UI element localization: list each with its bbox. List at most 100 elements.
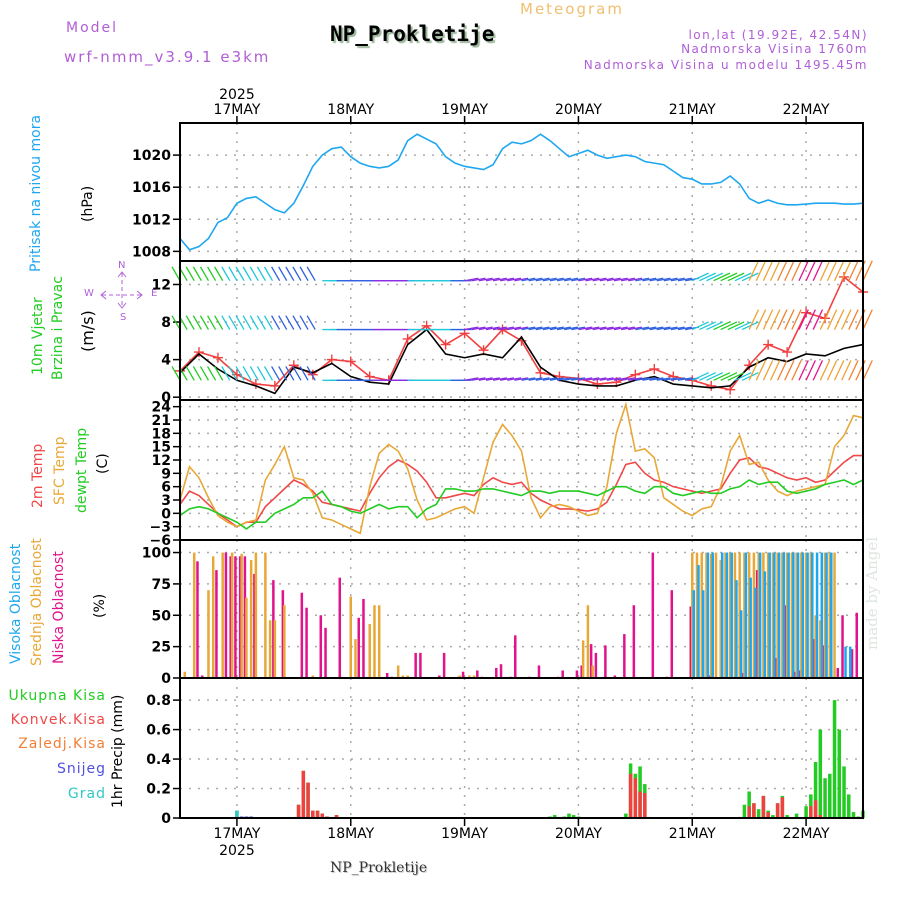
wind-barb-arrow bbox=[656, 326, 671, 331]
cloud-bar bbox=[200, 675, 204, 678]
wind-barb-arrow bbox=[720, 372, 738, 381]
cloud-bar bbox=[820, 552, 824, 678]
top-day-label: 22MAY bbox=[783, 102, 830, 118]
wind-barb-arrow bbox=[171, 266, 181, 282]
precipitation-bar bbox=[837, 729, 842, 818]
wind-barb-arrow bbox=[249, 366, 259, 381]
cloud-bar bbox=[362, 598, 365, 678]
wind-barb-arrow bbox=[464, 277, 479, 282]
precipitation-bar bbox=[847, 794, 851, 818]
wind-gust-marker bbox=[649, 364, 660, 375]
wind-barb-arrow bbox=[727, 272, 745, 282]
wind-barb-arrow bbox=[826, 360, 838, 381]
wind-barb-arrow bbox=[271, 315, 281, 330]
wind-barb-arrow bbox=[841, 260, 852, 281]
cloud-bar bbox=[806, 552, 809, 678]
cloud-bar bbox=[697, 565, 700, 678]
wind-gust-marker bbox=[801, 307, 812, 318]
wind-gust-marker bbox=[592, 379, 603, 390]
wind-barb-arrow bbox=[777, 360, 788, 381]
cloud-bar bbox=[623, 634, 626, 678]
wind-barb-arrow bbox=[670, 326, 685, 331]
cloud-bar bbox=[396, 665, 400, 678]
cloud-bar bbox=[741, 672, 745, 678]
compass-east: E bbox=[151, 288, 158, 299]
wind-barb-arrow bbox=[492, 326, 507, 331]
wind-barb-arrow bbox=[285, 315, 295, 330]
cloud-bar bbox=[354, 639, 357, 678]
wind-barb-arrow bbox=[221, 366, 231, 381]
wind-barb-arrow bbox=[606, 377, 621, 381]
cloud-ytick-label: 25 bbox=[152, 640, 171, 656]
wind-barb-arrow bbox=[278, 266, 288, 282]
wind-barb-arrow bbox=[214, 266, 224, 282]
wind-barb-arrow bbox=[713, 272, 731, 282]
cloud-bar bbox=[785, 552, 789, 678]
precipitation-bar bbox=[301, 770, 306, 818]
bottom-year-label: 2025 bbox=[219, 843, 255, 859]
wind-barb-arrow bbox=[507, 377, 522, 381]
wind-barb-arrow bbox=[535, 277, 550, 282]
cloud-bar bbox=[419, 652, 422, 678]
precip-legend-snow: Snijeg bbox=[56, 761, 106, 777]
wind-barb-arrow bbox=[706, 272, 724, 282]
wind-barb-arrow bbox=[228, 266, 238, 282]
precip-legend-convective: Konvek.Kisa bbox=[10, 712, 106, 728]
panel-precipitation: 0 0.2 0.4 0.6 0.8 bbox=[146, 677, 865, 827]
wind-barb-arrow bbox=[848, 309, 859, 330]
cloud-bar bbox=[830, 552, 833, 678]
wind-barb-arrow bbox=[862, 360, 873, 381]
wind-barb-arrow bbox=[514, 277, 529, 282]
cloud-bar bbox=[406, 675, 409, 678]
cloud-bar bbox=[215, 570, 218, 678]
bottom-day-label: 18MAY bbox=[327, 826, 374, 842]
cloud-bar bbox=[632, 605, 636, 678]
precipitation-bar bbox=[311, 810, 315, 818]
wind-barb-arrow bbox=[635, 326, 650, 331]
wind-barb-arrow bbox=[841, 360, 852, 381]
cloud-bar bbox=[850, 649, 854, 678]
cloud-bar bbox=[855, 612, 859, 678]
cloud-bar bbox=[604, 645, 607, 678]
wind-barb-arrow bbox=[727, 321, 745, 331]
wind-barb-arrow bbox=[578, 326, 593, 331]
wind-barb-arrow bbox=[699, 321, 716, 331]
cloud-bar bbox=[442, 652, 446, 678]
wind-barb-arrow bbox=[734, 372, 752, 381]
wind-barb-arrow bbox=[613, 326, 628, 331]
bottom-day-label: 22MAY bbox=[783, 826, 830, 842]
cloud-bar bbox=[701, 590, 705, 678]
wind-barb-arrow bbox=[263, 366, 274, 381]
wind-barb-arrow bbox=[649, 326, 664, 331]
cloud-bar bbox=[700, 552, 703, 678]
temperature-ytick-label: 9 bbox=[161, 466, 171, 482]
cloud-bar bbox=[234, 556, 237, 678]
wind-barb-arrow bbox=[720, 321, 738, 331]
precipitation-bar bbox=[756, 809, 761, 818]
cloud-bar bbox=[800, 552, 803, 678]
wind-barb-arrow bbox=[663, 277, 678, 282]
cloud-bar bbox=[774, 657, 778, 678]
cloud-bar bbox=[815, 552, 819, 678]
cloud-bar bbox=[211, 556, 215, 678]
cloud-bar bbox=[825, 552, 828, 678]
cloud-bar bbox=[733, 552, 737, 678]
wind-barb-arrow bbox=[228, 366, 238, 381]
cloud-bar bbox=[311, 675, 315, 678]
cloud-bar bbox=[768, 552, 771, 678]
wind-barb-arrow bbox=[755, 360, 767, 381]
cloud-bar bbox=[305, 607, 308, 678]
temperature-ytick-label: 0 bbox=[161, 506, 171, 522]
wind-barb-arrow bbox=[235, 315, 245, 330]
wind-barb-arrow bbox=[235, 366, 245, 381]
cloud-bar bbox=[711, 552, 714, 678]
wind-barb-arrow bbox=[542, 377, 557, 381]
wind-barb-arrow bbox=[556, 277, 571, 282]
cloud-bar bbox=[581, 640, 585, 678]
wind-barb-arrow bbox=[478, 377, 493, 381]
precipitation-bar bbox=[813, 800, 818, 818]
cloud-bar bbox=[357, 617, 360, 678]
top-day-label: 20MAY bbox=[555, 102, 602, 118]
cloud-bar bbox=[670, 590, 674, 678]
wind-barb-arrow bbox=[514, 326, 529, 331]
